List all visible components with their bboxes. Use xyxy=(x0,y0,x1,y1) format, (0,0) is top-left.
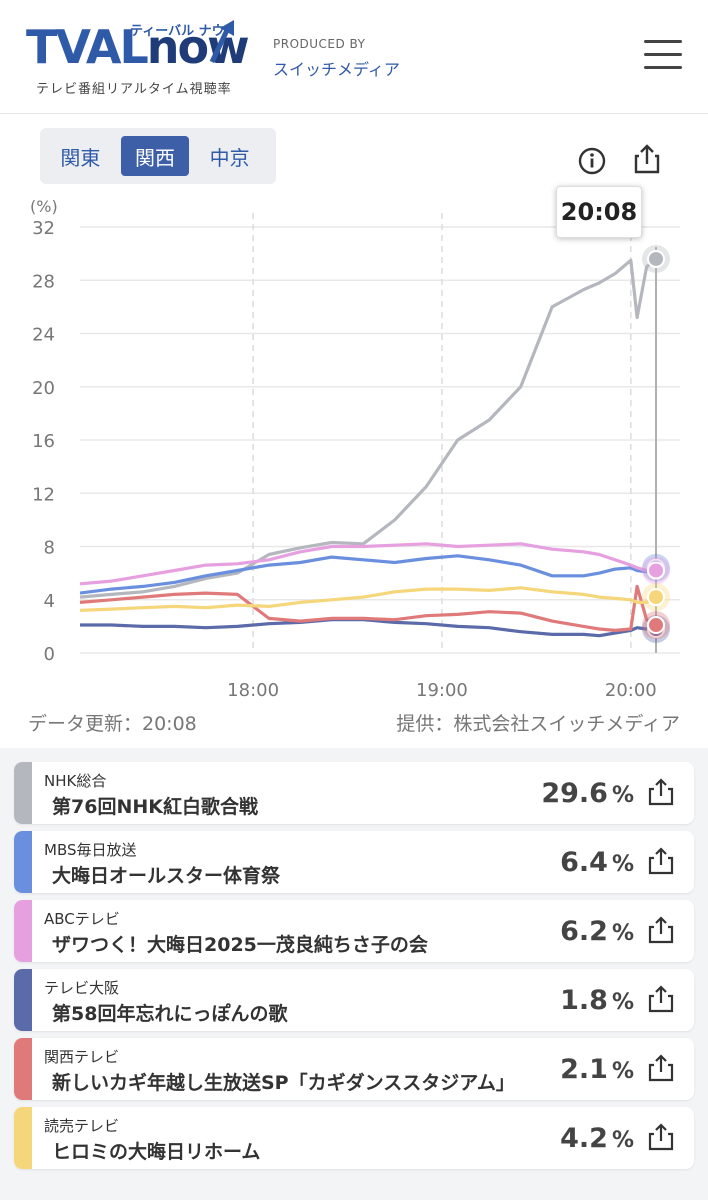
rating-value: 1.8% xyxy=(560,985,634,1016)
station-color-bar xyxy=(14,969,32,1031)
x-tick-label: 18:00 xyxy=(227,680,279,701)
producer-name[interactable]: スイッチメディア xyxy=(273,60,400,79)
tvalnow-logo[interactable]: TVALnow ティーバル ナウ テレビ番組リアルタイム視聴率 xyxy=(26,18,250,98)
y-tick-label: 20 xyxy=(32,378,55,399)
rating-unit: % xyxy=(611,990,634,1015)
share-icon[interactable] xyxy=(646,846,676,876)
rating-line-chart: 0 4 8 12 16 20 24 28 32 (%) 18:00 19:00 20:00 xyxy=(30,197,680,701)
series-line-3 xyxy=(79,542,656,586)
info-icon[interactable] xyxy=(575,144,609,178)
share-icon[interactable] xyxy=(646,1122,676,1152)
series-line-2 xyxy=(79,554,657,595)
rating-value: 29.6% xyxy=(541,778,634,809)
series-line-6 xyxy=(79,586,657,612)
app-header: TVALnow ティーバル ナウ テレビ番組リアルタイム視聴率 PRODUCED… xyxy=(0,0,708,114)
rating-value: 6.4% xyxy=(560,847,634,878)
y-tick-label: 12 xyxy=(32,484,55,505)
rating-value: 2.1% xyxy=(560,1054,634,1085)
program-card[interactable]: 読売テレビヒロミの大晦日リホーム 4.2% xyxy=(14,1107,694,1169)
rating-unit: % xyxy=(611,1128,634,1153)
logo-arrow-icon xyxy=(209,20,234,64)
time-tooltip: 20:08 xyxy=(556,186,642,238)
station-name: MBS毎日放送 xyxy=(44,841,137,859)
station-name: 関西テレビ xyxy=(44,1048,120,1066)
x-tick-label: 19:00 xyxy=(416,680,468,701)
tab-chukyo[interactable]: 中京 xyxy=(209,145,250,170)
program-title: 第76回NHK紅白歌合戦 xyxy=(52,796,258,818)
y-tick-label: 8 xyxy=(44,538,55,559)
share-icon[interactable] xyxy=(646,777,676,807)
share-icon[interactable] xyxy=(646,1053,676,1083)
provider-label: 提供：株式会社スイッチメディア xyxy=(396,713,680,735)
rating-number: 4.2 xyxy=(560,1123,608,1154)
y-tick-label: 28 xyxy=(32,271,55,292)
y-tick-label: 4 xyxy=(44,591,55,612)
logo-kana: ティーバル ナウ xyxy=(130,24,225,39)
station-color-bar xyxy=(14,1107,32,1169)
station-name: 読売テレビ xyxy=(44,1117,120,1135)
rating-number: 6.4 xyxy=(560,847,608,878)
rating-unit: % xyxy=(611,783,634,808)
tab-kansai[interactable]: 関西 xyxy=(120,136,190,176)
rating-value: 6.2% xyxy=(560,916,634,947)
station-color-bar xyxy=(14,831,32,893)
program-card[interactable]: テレビ大阪第58回年忘れにっぽんの歌 1.8% xyxy=(14,969,694,1031)
endpoint-dot-1 xyxy=(647,249,665,268)
series-line-4 xyxy=(80,618,656,638)
program-title: ザワつく！大晦日2025一茂良純ちさ子の会 xyxy=(52,934,428,956)
region-tabs: 関東 関西 中京 xyxy=(40,128,276,184)
rating-number: 6.2 xyxy=(560,916,608,947)
rating-number: 1.8 xyxy=(560,985,608,1016)
x-tick-label: 20:00 xyxy=(605,680,657,701)
hamburger-menu-icon[interactable] xyxy=(644,40,682,72)
produced-by-label: PRODUCED BY xyxy=(273,37,366,51)
share-icon[interactable] xyxy=(646,915,676,945)
rating-number: 2.1 xyxy=(560,1054,608,1085)
station-color-bar xyxy=(14,762,32,824)
endpoint-dot-3 xyxy=(647,561,665,580)
logo-subtitle: テレビ番組リアルタイム視聴率 xyxy=(36,82,232,97)
program-card[interactable]: 関西テレビ新しいカギ年越し生放送SP「カギダンススタジアム」 2.1% xyxy=(14,1038,694,1100)
station-color-bar xyxy=(14,900,32,962)
program-card[interactable]: MBS毎日放送大晦日オールスター体育祭 6.4% xyxy=(14,831,694,893)
station-name: テレビ大阪 xyxy=(44,979,120,997)
station-name: NHK総合 xyxy=(44,772,107,790)
y-tick-label: 16 xyxy=(32,431,55,452)
y-axis-label: (%) xyxy=(30,197,58,216)
series-line-5 xyxy=(79,584,657,632)
rating-unit: % xyxy=(611,921,634,946)
program-title: 新しいカギ年越し生放送SP「カギダンススタジアム」 xyxy=(52,1072,515,1094)
program-title: ヒロミの大晦日リホーム xyxy=(52,1141,261,1163)
series-line-1 xyxy=(79,257,658,599)
endpoint-dot-5 xyxy=(647,616,665,635)
program-card[interactable]: NHK総合第76回NHK紅白歌合戦 29.6% xyxy=(14,762,694,824)
y-tick-label: 24 xyxy=(32,325,55,346)
rating-unit: % xyxy=(611,1059,634,1084)
tab-kanto[interactable]: 関東 xyxy=(60,145,101,170)
station-color-bar xyxy=(14,1038,32,1100)
endpoint-dot-6 xyxy=(647,588,665,607)
program-title: 第58回年忘れにっぽんの歌 xyxy=(52,1003,288,1025)
program-title: 大晦日オールスター体育祭 xyxy=(52,865,281,887)
station-name: ABCテレビ xyxy=(44,910,120,928)
y-tick-label: 32 xyxy=(32,218,55,239)
program-card[interactable]: ABCテレビザワつく！大晦日2025一茂良純ちさ子の会 6.2% xyxy=(14,900,694,962)
share-icon[interactable] xyxy=(646,984,676,1014)
share-icon[interactable] xyxy=(630,142,664,176)
rating-unit: % xyxy=(611,852,634,877)
rating-number: 29.6 xyxy=(541,778,608,809)
data-updated-label: データ更新：20:08 xyxy=(28,713,197,735)
y-tick-label: 0 xyxy=(44,644,55,665)
rating-value: 4.2% xyxy=(560,1123,634,1154)
